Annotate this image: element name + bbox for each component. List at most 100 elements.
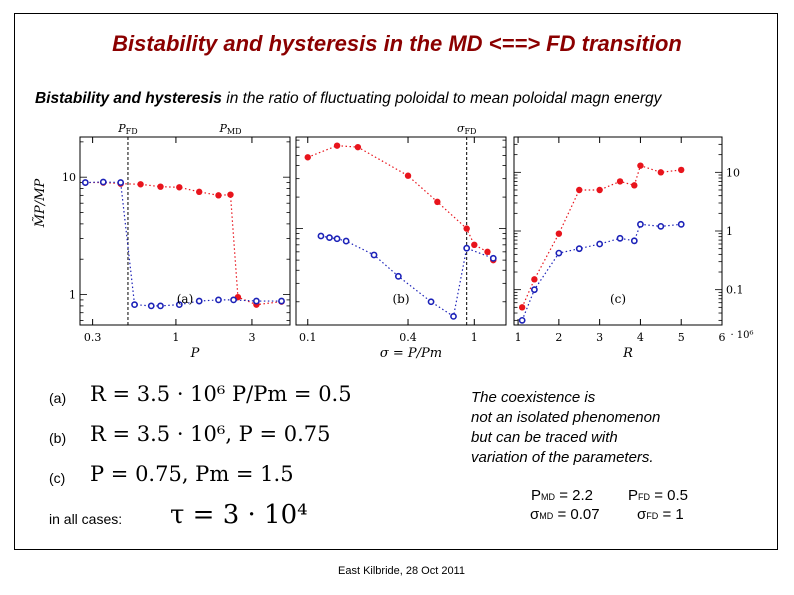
- data-point: [631, 182, 638, 189]
- data-point: [489, 254, 497, 262]
- panel-c-plot: 1 2 3 4 5 6 · 10⁶ 10 1 0.1 (c) R: [513, 136, 754, 361]
- y-tick-label: 1: [726, 225, 733, 238]
- note-line: The coexistence is: [471, 389, 596, 406]
- case-c-label: (c): [49, 470, 66, 486]
- data-point: [304, 154, 311, 161]
- case-b-formula: R = 3.5 · 10⁶, P = 0.75: [90, 422, 331, 446]
- note-line: variation of the parameters.: [471, 449, 654, 466]
- data-point: [637, 162, 644, 169]
- data-point: [434, 198, 441, 206]
- note-line: but can be traced with: [471, 429, 618, 446]
- data-point: [555, 249, 563, 257]
- slide-frame: [14, 13, 778, 550]
- data-point: [147, 302, 155, 310]
- data-point: [616, 234, 624, 242]
- data-point: [230, 296, 237, 304]
- plot-frame: [513, 136, 723, 326]
- data-point: [99, 178, 107, 186]
- slide-title: Bistability and hysteresis in the MD <==…: [112, 31, 682, 56]
- top-annotation: PFD: [117, 122, 137, 136]
- data-point: [657, 222, 665, 230]
- data-point: [326, 234, 333, 242]
- data-point: [596, 240, 604, 248]
- top-annotation: σFD: [457, 122, 476, 136]
- data-point: [657, 169, 665, 176]
- subtitle-rest: in the ratio of fluctuating poloidal to …: [221, 90, 662, 107]
- data-point: [518, 304, 526, 311]
- data-point: [131, 301, 138, 309]
- data-point: [678, 166, 685, 174]
- panel-a-plot: 0.3 1 3 10 1 PFD PMD (a) P M̃P/MP: [32, 122, 291, 361]
- x-axis-label: P: [190, 346, 200, 361]
- data-point: [530, 286, 538, 294]
- data-point: [404, 172, 412, 179]
- x-tick-label: 2: [555, 331, 562, 344]
- data-point: [317, 232, 325, 240]
- data-point: [518, 316, 526, 324]
- x-tick-label: 0.4: [399, 331, 417, 344]
- data-point: [555, 230, 563, 237]
- case-a-formula: R = 3.5 · 10⁶ P/Pm = 0.5: [90, 382, 352, 406]
- data-point: [630, 237, 638, 245]
- data-point: [596, 186, 603, 194]
- data-point: [616, 178, 624, 185]
- panel-label: (c): [610, 292, 626, 306]
- x-axis-label: R: [622, 346, 633, 361]
- footer-text: East Kilbride, 28 Oct 2011: [338, 565, 465, 577]
- data-point: [370, 251, 378, 259]
- data-point: [227, 191, 234, 198]
- data-point: [677, 220, 685, 228]
- x-tick-suffix: · 10⁶: [730, 330, 753, 341]
- x-tick-label: 3: [248, 331, 255, 344]
- data-point: [333, 142, 341, 149]
- y-tick-label: 0.1: [726, 284, 744, 297]
- data-point: [157, 302, 164, 310]
- data-point: [531, 276, 538, 283]
- param-p-md: PMD = 2.2: [531, 487, 593, 504]
- data-point: [333, 235, 341, 243]
- x-tick-label: 0.1: [299, 331, 317, 344]
- data-point: [117, 179, 125, 186]
- series-line: [521, 164, 682, 308]
- all-cases-formula: τ = 3 · 10⁴: [170, 500, 308, 530]
- y-axis-label: M̃P/MP: [32, 179, 48, 229]
- x-tick-label: 5: [678, 331, 685, 344]
- case-a-label: (a): [49, 390, 67, 406]
- series-line: [521, 223, 682, 321]
- x-tick-label: 1: [471, 331, 478, 344]
- plot-frame: [295, 136, 507, 326]
- data-point: [637, 220, 644, 228]
- case-c-formula: P = 0.75, Pm = 1.5: [90, 462, 294, 486]
- y-tick-label: 1: [69, 289, 76, 302]
- data-point: [81, 179, 89, 186]
- coexistence-note: The coexistence is not an isolated pheno…: [471, 388, 660, 468]
- plot-frame: [79, 136, 291, 326]
- data-point: [463, 244, 471, 252]
- data-point: [176, 184, 183, 191]
- data-point: [157, 183, 164, 190]
- case-b-label: (b): [49, 430, 67, 446]
- data-point: [195, 297, 203, 305]
- data-point: [278, 297, 285, 305]
- data-point: [427, 298, 435, 306]
- panel-label: (b): [392, 292, 409, 306]
- note-line: not an isolated phenomenon: [471, 409, 661, 426]
- data-point: [394, 272, 402, 280]
- panel-b-plot: 0.1 0.4 1 σFD (b) σ = P/Pm: [295, 122, 507, 361]
- subtitle-emphasis: Bistability and hysteresis: [35, 90, 222, 107]
- data-point: [484, 248, 491, 256]
- y-tick-label: 10: [62, 171, 76, 184]
- data-point: [253, 297, 260, 305]
- x-tick-label: 4: [637, 331, 644, 344]
- series-line: [320, 235, 494, 318]
- panel-label: (a): [177, 292, 194, 306]
- data-point: [471, 241, 478, 249]
- data-point: [196, 188, 203, 196]
- data-point: [575, 245, 583, 253]
- top-annotation: PMD: [218, 122, 241, 136]
- param-sigma-md: σMD = 0.07: [530, 506, 600, 523]
- data-point: [137, 181, 144, 188]
- data-point: [576, 186, 583, 194]
- data-point: [215, 192, 222, 199]
